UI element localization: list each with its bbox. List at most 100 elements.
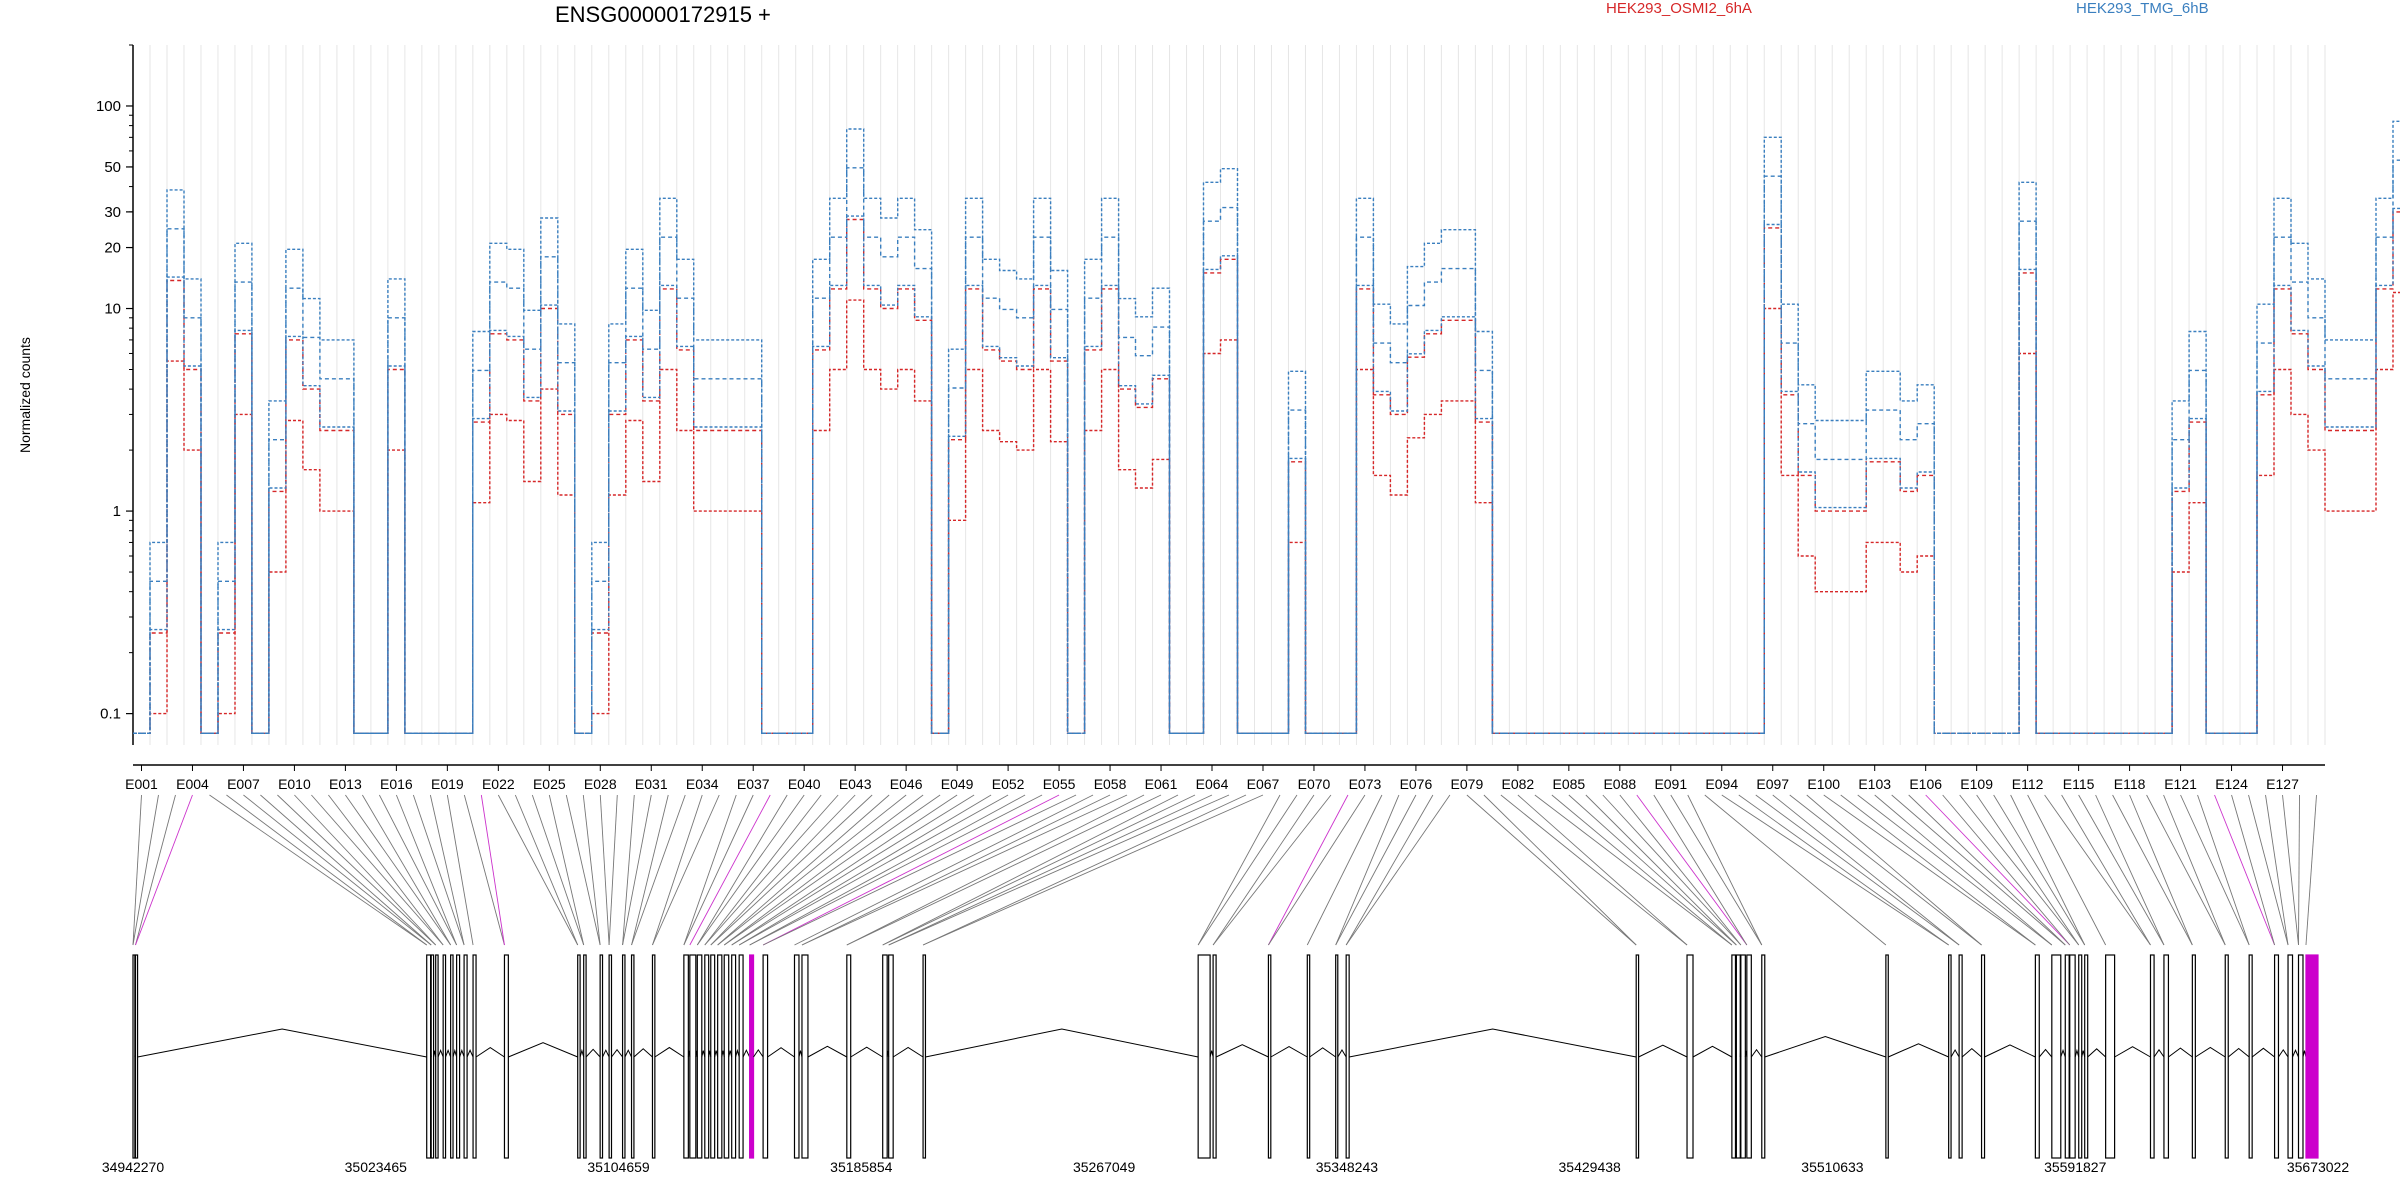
connector-line: [683, 794, 737, 946]
exon-tick-label: E115: [2063, 776, 2095, 792]
chart-title: ENSG00000172915 +: [555, 2, 771, 27]
connector-line: [135, 794, 193, 946]
connector-line: [1335, 794, 1400, 946]
exon-box: [888, 954, 894, 1159]
exon-box: [456, 954, 461, 1159]
connector-line: [582, 794, 601, 946]
connector-line: [328, 794, 444, 946]
y-tick-label: 100: [96, 98, 121, 115]
exon-box: [2078, 954, 2083, 1159]
connector-line: [704, 794, 839, 946]
connector-line: [723, 794, 941, 946]
intron-line: [2227, 1047, 2250, 1058]
intron-line: [2153, 1048, 2165, 1058]
y-axis: 100 50 30 20 10 1 0.1: [96, 44, 134, 745]
exon-box: [738, 954, 744, 1159]
exon-box: [2064, 954, 2070, 1159]
connector-line: [738, 794, 992, 946]
exon-box: [503, 954, 509, 1159]
exon-tick-label: E019: [431, 776, 464, 792]
exon-box: [1197, 954, 1211, 1159]
connector-line: [1687, 794, 1763, 946]
exon-box: [2287, 954, 2294, 1159]
intron-line: [753, 1048, 764, 1058]
exon-tick-label: E121: [2164, 776, 2197, 792]
genomic-tick-label: 35591827: [2044, 1159, 2107, 1175]
connector-line: [2180, 794, 2250, 946]
intron-line: [1349, 1028, 1637, 1058]
intron-line: [1984, 1044, 2036, 1058]
exon-tick-label: E067: [1247, 776, 1280, 792]
connector-line: [1942, 794, 2071, 946]
connector-line: [378, 794, 458, 946]
connector-line: [717, 794, 907, 946]
exon-box: [1635, 954, 1640, 1159]
connector-line: [2078, 794, 2165, 946]
exon-box: [717, 954, 723, 1159]
connector-line: [2214, 794, 2275, 946]
gene-model: [132, 954, 2319, 1159]
connector-line: [922, 794, 1247, 946]
exon-box: [608, 954, 613, 1159]
intron-line: [1309, 1047, 1336, 1058]
intron-line: [654, 1046, 685, 1058]
y-tick-label: 20: [104, 240, 121, 257]
exon-box: [1345, 954, 1350, 1159]
exon-box: [2297, 954, 2304, 1159]
exon-box: [1958, 954, 1963, 1159]
connector-line: [696, 794, 805, 946]
connector-line: [2282, 794, 2299, 946]
connector-line: [243, 794, 432, 946]
exon-tick-label: E037: [737, 776, 770, 792]
exon-tick-label: E052: [992, 776, 1025, 792]
connector-line: [531, 794, 585, 946]
exon-tick-label: E001: [125, 776, 158, 792]
connector-line: [622, 794, 635, 946]
intron-line: [1750, 1048, 1763, 1058]
legend-item-osmi2: HEK293_OSMI2_6hA: [1606, 0, 1752, 17]
genomic-tick-label: 35673022: [2287, 1159, 2350, 1175]
exon-box: [710, 954, 716, 1159]
connector-line: [731, 794, 975, 946]
exon-box: [2191, 954, 2196, 1159]
connector-line: [1345, 794, 1451, 946]
connector-line: [2044, 794, 2151, 946]
exon-tick-label: E085: [1552, 776, 1585, 792]
connector-line: [2305, 794, 2317, 946]
connector-line: [2197, 794, 2250, 946]
connector-line: [1670, 794, 1763, 946]
exon-box: [704, 954, 710, 1159]
connector-line: [1551, 794, 1733, 946]
exon-box: [1306, 954, 1311, 1159]
connector-line: [710, 794, 873, 946]
genomic-tick-label: 35267049: [1073, 1159, 1136, 1175]
y-tick-label: 1: [113, 503, 121, 520]
intron-line: [2292, 1049, 2299, 1058]
connector-line: [762, 794, 1077, 946]
connector-line: [412, 794, 465, 946]
intron-line: [633, 1048, 653, 1058]
connector-line: [1585, 794, 1737, 946]
exon-box: [2248, 954, 2253, 1159]
exon-box: [2273, 954, 2280, 1159]
exon-tick-label: E082: [1502, 776, 1535, 792]
exon-box: [882, 954, 888, 1159]
connector-line: [1704, 794, 1887, 946]
connector-line: [429, 794, 465, 946]
connector-line: [704, 794, 822, 946]
genomic-axis: 34942270 35023465 35104659 35185854 35267049…: [102, 1159, 2350, 1175]
exon-tick-label: E040: [788, 776, 821, 792]
intron-line: [767, 1047, 795, 1058]
connector-line: [1653, 794, 1748, 946]
intron-line: [437, 1048, 444, 1058]
connector-line: [2095, 794, 2165, 946]
intron-line: [1270, 1046, 1308, 1058]
genomic-tick-label: 35023465: [345, 1159, 408, 1175]
genomic-tick-label: 35185854: [830, 1159, 893, 1175]
connector-line: [514, 794, 579, 946]
exon-box: [621, 954, 626, 1159]
exon-box: [435, 954, 439, 1159]
exon-tick-label: E028: [584, 776, 617, 792]
legend-item-tmg: HEK293_TMG_6hB: [2076, 0, 2209, 17]
